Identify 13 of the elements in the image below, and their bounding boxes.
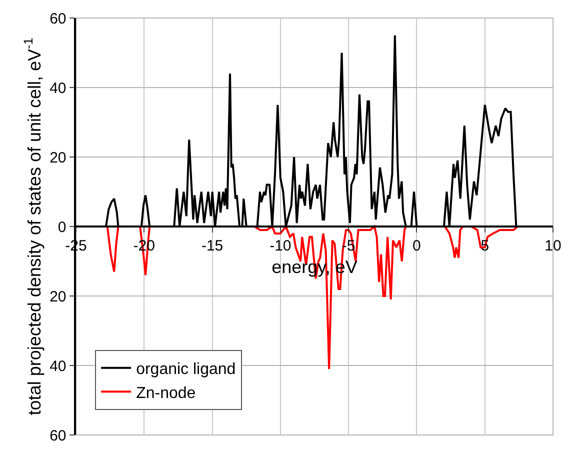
y-tick-label: 20	[50, 288, 66, 306]
legend-label: organic ligand	[136, 361, 236, 378]
x-tick-label: -10	[270, 237, 292, 254]
y-tick-label: 60	[50, 10, 66, 28]
x-tick-label: 10	[544, 237, 562, 254]
x-tick-label: 0	[412, 237, 421, 254]
y-tick-label: 60	[50, 427, 66, 444]
y-tick-label: 40	[50, 358, 66, 375]
x-tick-label: -15	[201, 237, 224, 254]
y-tick-label: 40	[50, 80, 66, 97]
y-tick-label: 0	[58, 218, 66, 236]
legend-label: Zn-node	[136, 384, 196, 402]
y-tick-label: 20	[50, 149, 66, 166]
